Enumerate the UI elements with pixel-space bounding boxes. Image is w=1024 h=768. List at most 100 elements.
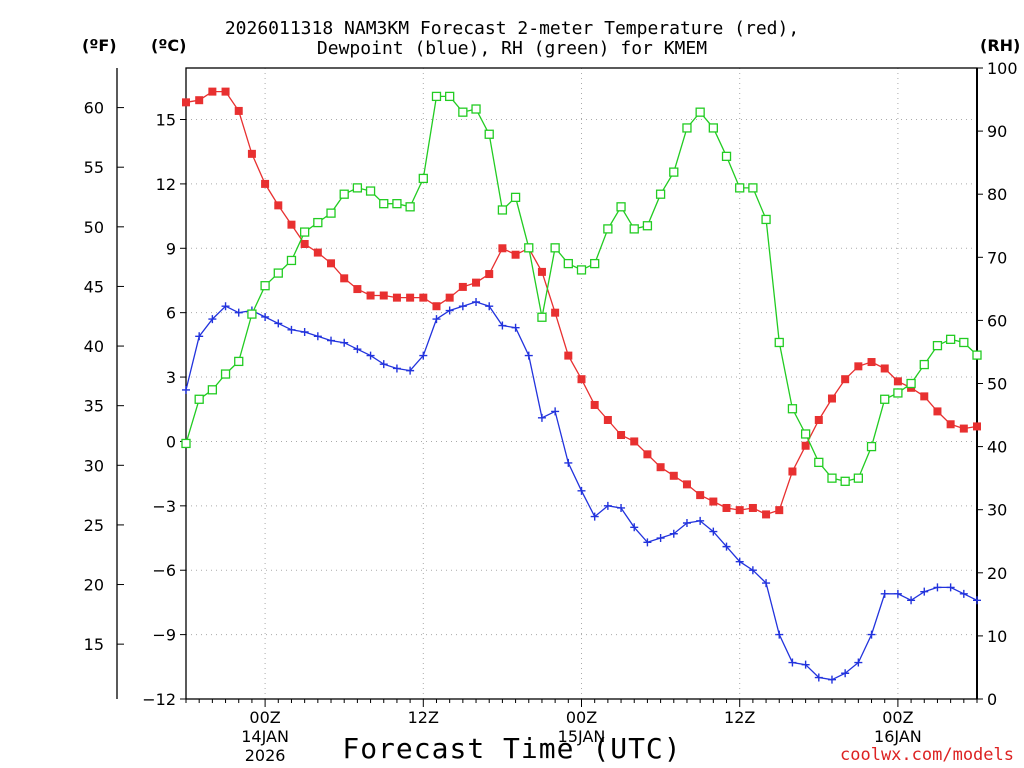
2-meter-temperature-point <box>221 87 230 96</box>
dewpoint-point <box>973 596 981 605</box>
dewpoint-point <box>854 658 863 667</box>
2-meter-temperature-point <box>762 510 771 519</box>
2-meter-temperature-point <box>551 308 560 317</box>
2-meter-temperature-point <box>274 201 283 210</box>
dewpoint-point <box>762 579 771 588</box>
rh-point <box>181 438 191 449</box>
2-meter-temperature-point <box>353 285 362 294</box>
2-meter-temperature-point <box>208 87 217 96</box>
2-meter-temperature-point <box>195 96 204 105</box>
2-meter-temperature-point <box>261 179 270 188</box>
2-meter-temperature-point <box>630 437 639 446</box>
dewpoint-point <box>577 486 586 495</box>
dewpoint-point <box>195 332 204 341</box>
celsius-tick-label: 9 <box>166 239 176 258</box>
celsius-tick-label: −12 <box>142 690 176 709</box>
dewpoint-point <box>590 512 599 521</box>
dewpoint-point <box>182 385 190 394</box>
2-meter-temperature-point <box>617 431 626 440</box>
2-meter-temperature-point <box>841 375 850 384</box>
rh-point <box>959 337 969 348</box>
2-meter-temperature-point <box>379 291 388 300</box>
rh-point <box>405 202 415 212</box>
dewpoint-point <box>274 319 283 328</box>
fahrenheit-tick-label: 40 <box>84 337 104 356</box>
2-meter-temperature-point <box>709 497 718 506</box>
dewpoint-point <box>379 360 388 369</box>
2-meter-temperature-point <box>472 278 481 287</box>
rh-point <box>721 151 732 161</box>
rh-point <box>866 441 877 452</box>
rh-point <box>655 189 666 199</box>
2-meter-temperature-point <box>946 420 955 429</box>
x-tick-date-label: 16JAN <box>874 727 922 746</box>
rh-point <box>629 224 639 234</box>
celsius-tick-label: 3 <box>166 368 176 387</box>
2-meter-temperature-point <box>788 467 797 476</box>
2-meter-temperature-point <box>340 274 349 283</box>
rh-point <box>194 394 204 404</box>
dewpoint-point <box>524 351 533 360</box>
dewpoint-point <box>353 345 362 354</box>
rh-point <box>814 457 824 468</box>
dewpoint-point <box>696 516 705 525</box>
rh-point <box>234 356 244 367</box>
celsius-tick-label: −9 <box>152 626 176 645</box>
dewpoint-point <box>775 630 784 639</box>
unit-label-celsius: (ºC) <box>151 36 187 55</box>
dewpoint-point <box>287 325 296 334</box>
2-meter-temperature-point <box>234 106 243 115</box>
rh-tick-label: 90 <box>987 122 1007 141</box>
2-meter-temperature-point <box>603 415 612 424</box>
2-meter-temperature-point <box>854 362 863 371</box>
fahrenheit-tick-label: 45 <box>84 277 104 296</box>
2-meter-temperature-point <box>366 291 375 300</box>
rh-point <box>537 312 547 322</box>
2-meter-temperature-point <box>327 259 336 268</box>
2-meter-temperature-point <box>814 415 823 424</box>
rh-point <box>273 268 283 278</box>
rh-point <box>220 369 231 379</box>
dewpoint-point <box>709 527 718 536</box>
source-credit: coolwx.com/models <box>840 745 1014 765</box>
2-meter-temperature-point <box>973 422 981 431</box>
dewpoint-point <box>617 503 626 512</box>
2-meter-temperature-point <box>182 98 190 107</box>
2-meter-temperature-point <box>920 392 929 401</box>
x-tick-label: 00Z <box>249 708 280 727</box>
rh-point <box>352 183 363 193</box>
dewpoint-point <box>735 557 744 566</box>
rh-point <box>893 388 903 398</box>
dewpoint-point <box>933 583 942 592</box>
2-meter-temperature-point <box>748 503 757 512</box>
x-axis-label: Forecast Time (UTC) <box>342 732 682 765</box>
rh-point <box>484 129 494 139</box>
dewpoint-point <box>801 660 810 669</box>
rh-point <box>550 243 560 253</box>
rh-tick-label: 10 <box>987 627 1007 646</box>
2-meter-temperature-point <box>247 149 256 158</box>
2-meter-temperature-point <box>959 424 968 433</box>
unit-label-rh: (RH) <box>980 36 1021 55</box>
dewpoint-point <box>959 589 968 598</box>
celsius-tick-label: −3 <box>152 497 176 516</box>
dewpoint-point <box>432 315 441 324</box>
rh-point <box>207 385 218 395</box>
dewpoint-point <box>920 587 929 596</box>
rh-point <box>497 205 508 215</box>
chart-title-line-1: 2026011318 NAM3KM Forecast 2-meter Tempe… <box>224 18 800 39</box>
dewpoint-point <box>300 327 309 336</box>
rh-point <box>260 281 270 291</box>
rh-point <box>880 394 890 404</box>
dewpoint-point <box>392 364 401 373</box>
rh-point <box>431 91 442 102</box>
rh-point <box>642 221 653 231</box>
rh-point <box>471 104 481 114</box>
dewpoint-point <box>537 413 546 422</box>
rh-point <box>313 217 323 228</box>
2-meter-temperature-point <box>933 407 942 416</box>
celsius-tick-label: 0 <box>166 432 176 451</box>
dewpoint-point <box>827 675 836 684</box>
2-meter-temperature-point <box>419 293 428 302</box>
dewpoint-point <box>630 523 639 532</box>
